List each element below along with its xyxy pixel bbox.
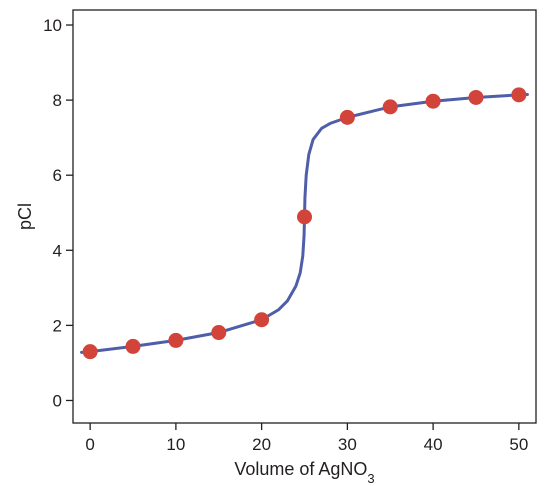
y-tick-label: 10 [43, 16, 62, 35]
x-tick-label: 20 [252, 435, 271, 454]
data-point [425, 93, 441, 109]
x-axis-title: Volume of AgNO3 [234, 459, 374, 486]
data-point [125, 338, 141, 354]
data-point [168, 332, 184, 348]
x-tick-label: 10 [166, 435, 185, 454]
x-axis-title-subscript: 3 [367, 471, 374, 486]
x-tick-label: 0 [85, 435, 94, 454]
data-point [511, 87, 527, 103]
x-tick-label: 30 [338, 435, 357, 454]
data-point [254, 312, 270, 328]
plot-frame [72, 9, 537, 424]
y-tick-label: 8 [53, 91, 62, 110]
x-tick-label: 50 [509, 435, 528, 454]
y-axis-ticks: 0 2 4 6 8 10 [43, 16, 73, 410]
y-tick-label: 6 [53, 166, 62, 185]
data-point [339, 109, 355, 125]
data-point [211, 325, 227, 341]
y-axis-title: pCl [15, 203, 35, 230]
x-tick-label: 40 [424, 435, 443, 454]
data-point [82, 344, 98, 360]
y-tick-label: 4 [53, 241, 62, 260]
data-point [297, 209, 312, 225]
series-layer [80, 87, 529, 360]
y-tick-label: 2 [53, 316, 62, 335]
data-point [382, 99, 398, 115]
x-axis-ticks: 0 10 20 30 40 50 [85, 423, 528, 454]
data-point [468, 89, 484, 105]
y-tick-label: 0 [53, 391, 62, 410]
